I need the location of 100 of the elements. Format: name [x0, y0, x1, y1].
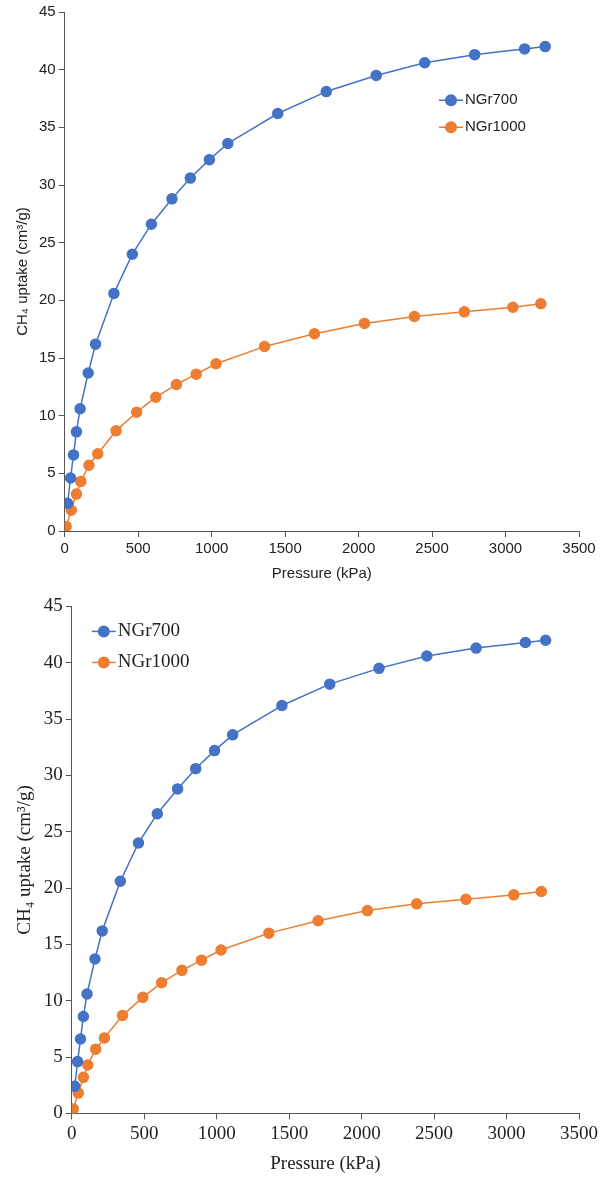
y-tick-label: 45: [43, 594, 63, 616]
point: [71, 1055, 84, 1068]
point: [64, 472, 77, 484]
x-tick-label: 2000: [342, 1121, 381, 1143]
x-tick-label: 2000: [341, 539, 376, 557]
y-tick-label: 40: [39, 59, 56, 77]
y-tick-label: 5: [47, 463, 56, 481]
point: [89, 338, 102, 350]
point: [83, 459, 95, 472]
point: [312, 914, 324, 927]
y-tick-label: 10: [39, 405, 56, 423]
point: [70, 426, 83, 438]
point: [96, 925, 108, 937]
y-tick-label: 15: [39, 348, 56, 366]
point: [358, 317, 371, 330]
y-tick-label: 40: [43, 650, 63, 672]
y-tick-label: 35: [39, 117, 56, 135]
point: [184, 172, 197, 184]
x-axis-title: Pressure (kPa): [271, 564, 372, 582]
y-tick-label: 20: [39, 290, 56, 308]
point: [215, 944, 227, 956]
point: [470, 642, 482, 654]
point: [170, 378, 183, 391]
point: [171, 783, 184, 795]
point: [189, 762, 202, 775]
y-tick-label: 30: [39, 175, 56, 193]
point: [507, 301, 519, 313]
point: [137, 991, 149, 1004]
point: [324, 678, 336, 690]
legend-label: NGr700: [465, 90, 518, 108]
y-tick-label: 30: [43, 763, 63, 785]
y-tick-label: 25: [39, 232, 56, 250]
point: [110, 424, 122, 437]
point: [418, 57, 431, 69]
point: [263, 927, 275, 939]
point: [539, 40, 551, 53]
point: [116, 1009, 129, 1022]
point: [508, 889, 520, 901]
point: [89, 1043, 102, 1055]
point: [258, 340, 271, 353]
point: [535, 298, 547, 310]
point: [74, 403, 86, 415]
point: [150, 391, 162, 403]
y-axis-title: CH₄ uptake (cm³/g): [13, 207, 31, 336]
point: [151, 807, 164, 820]
point: [276, 699, 288, 712]
x-tick-label: 3500: [560, 1121, 598, 1143]
legend-label: NGr1000: [465, 117, 526, 135]
y-tick-label: 15: [43, 932, 63, 954]
y-tick-label: 0: [47, 521, 56, 539]
point: [132, 837, 145, 849]
point: [535, 885, 548, 898]
point: [468, 48, 481, 61]
point: [81, 988, 93, 1000]
point: [210, 358, 222, 370]
point: [166, 193, 178, 205]
point: [410, 898, 423, 910]
point: [75, 475, 87, 488]
point: [320, 85, 332, 98]
x-tick-label: 500: [130, 1121, 159, 1143]
x-tick-label: 2500: [415, 1121, 454, 1143]
point: [195, 954, 208, 966]
point: [155, 976, 168, 989]
point: [74, 1033, 87, 1045]
point: [226, 729, 239, 741]
point: [222, 137, 234, 150]
x-tick-label: 1000: [197, 1121, 236, 1143]
point: [67, 449, 80, 461]
point: [458, 306, 471, 318]
point: [77, 1071, 90, 1084]
point: [408, 310, 421, 323]
point: [421, 650, 433, 662]
point: [539, 634, 552, 646]
x-tick-label: 500: [125, 539, 151, 557]
x-tick-label: 0: [67, 1121, 77, 1143]
point: [130, 406, 143, 418]
x-tick-label: 3000: [488, 539, 523, 557]
y-tick-label: 35: [43, 707, 63, 729]
point: [98, 1032, 111, 1044]
point: [81, 1059, 94, 1071]
point: [519, 636, 532, 649]
x-tick-label: 3000: [487, 1121, 526, 1143]
x-tick-label: 1000: [194, 539, 229, 557]
y-tick-label: 20: [43, 876, 63, 898]
legend-label: NGr700: [117, 619, 181, 641]
y-axis-title: CH₄ uptake (cm³/g): [13, 785, 36, 935]
y-tick-label: 0: [53, 1101, 63, 1123]
legend-label: NGr1000: [117, 650, 190, 672]
point: [114, 875, 127, 888]
point: [89, 953, 101, 965]
point: [145, 218, 158, 230]
point: [70, 488, 83, 500]
point: [272, 107, 284, 120]
x-tick-label: 1500: [268, 539, 302, 557]
x-tick-label: 1500: [270, 1121, 309, 1143]
x-tick-label: 3500: [562, 539, 596, 557]
point: [190, 368, 202, 380]
point: [518, 43, 531, 55]
point: [82, 367, 94, 379]
point: [108, 287, 120, 300]
